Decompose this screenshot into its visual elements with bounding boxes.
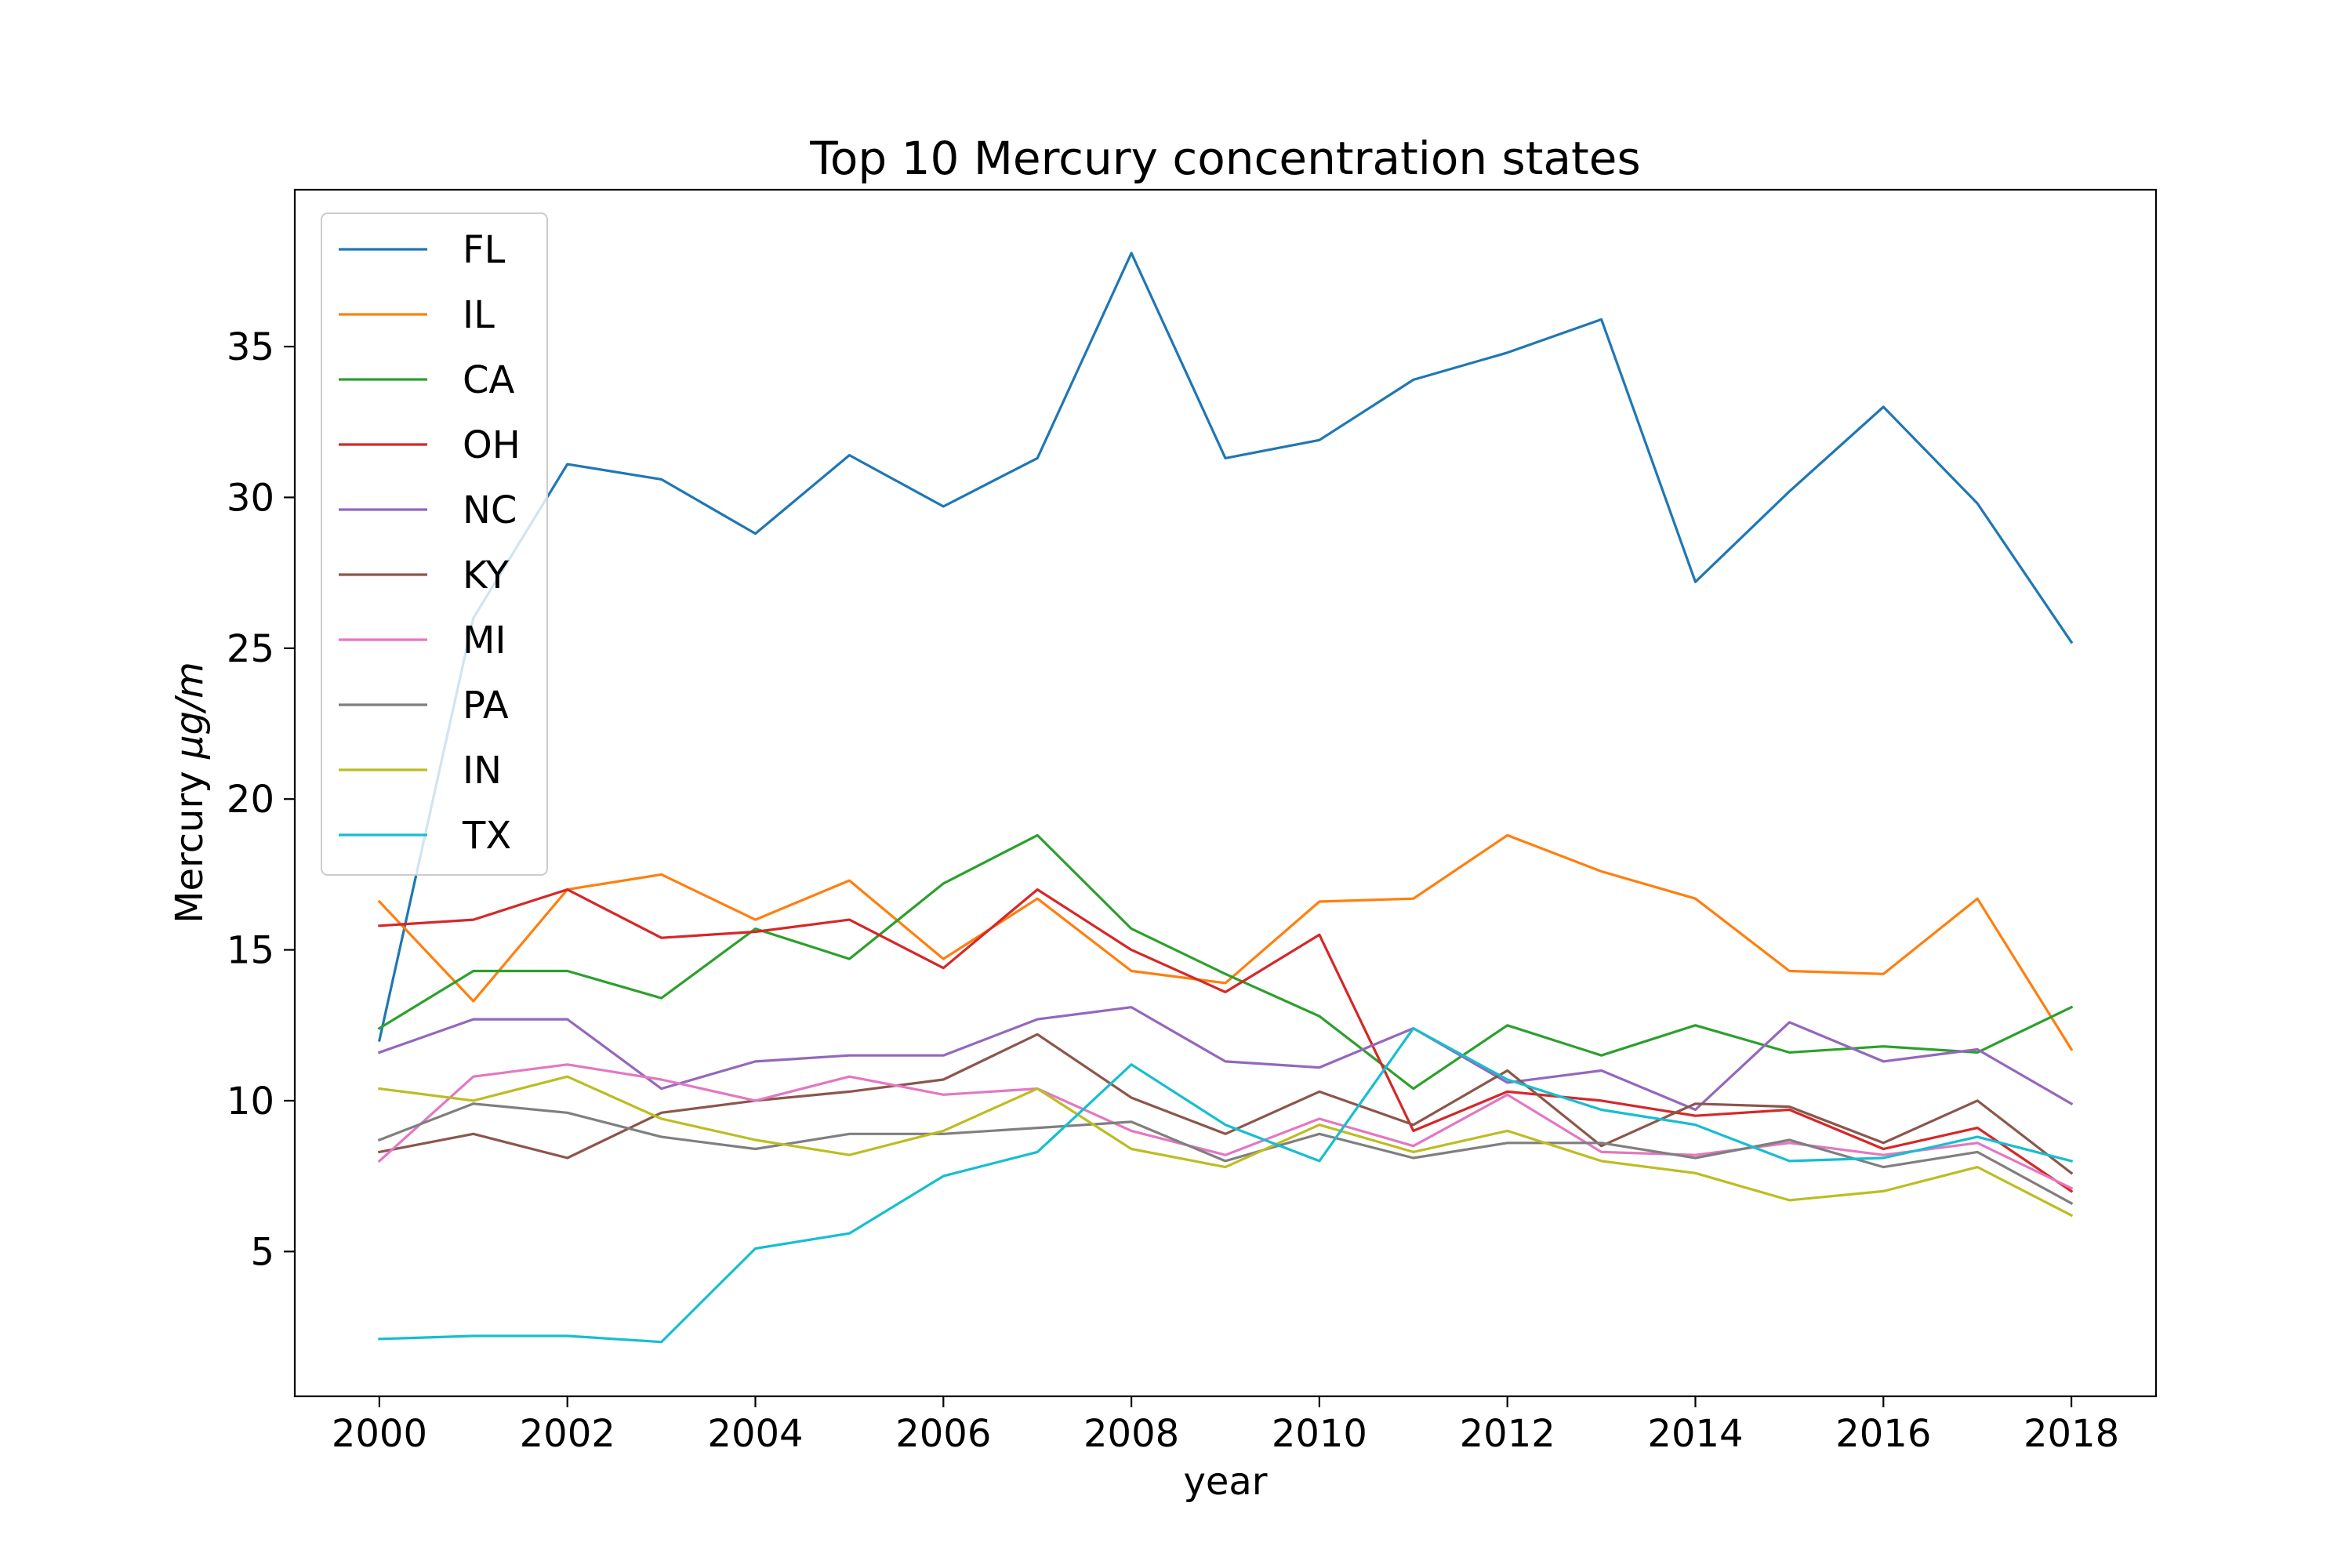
x-tick-label: 2012 — [1460, 1412, 1555, 1456]
x-axis-ticks: 2000 2002 2004 2006 2008 2010 2012 2014 2016 2018 — [332, 1396, 2119, 1456]
y-axis-ticks: 5 10 15 20 25 30 35 — [227, 325, 295, 1274]
x-tick-label: 2000 — [332, 1412, 427, 1456]
series-line-tx — [378, 1026, 2074, 1344]
legend-label-oh: OH — [463, 423, 521, 467]
chart-title: Top 10 Mercury concentration states — [809, 132, 1640, 185]
legend-label-pa: PA — [463, 684, 509, 728]
y-axis-label-unit: μg/m — [168, 662, 212, 760]
x-tick-label: 2010 — [1272, 1412, 1367, 1456]
series-line-oh — [378, 887, 2074, 1193]
legend-label-ca: CA — [463, 358, 515, 402]
x-tick-label: 2016 — [1835, 1412, 1931, 1456]
series-line-nc — [377, 1006, 2074, 1112]
legend-label-in: IN — [463, 749, 502, 793]
x-tick-label: 2004 — [707, 1412, 803, 1456]
legend: FL IL CA OH NC KY MI PA IN TX — [321, 212, 548, 876]
series-line-pa — [377, 1102, 2074, 1205]
y-axis-label: Mercury μg/m — [168, 662, 212, 924]
y-tick-label: 10 — [227, 1080, 274, 1123]
series-line-ky — [378, 1033, 2074, 1175]
series-line-ca — [377, 833, 2074, 1091]
legend-label-ky: KY — [463, 554, 510, 597]
x-tick-label: 2008 — [1083, 1412, 1179, 1456]
y-axis-label-prefix: Mercury — [168, 759, 212, 924]
y-tick-label: 20 — [227, 778, 274, 822]
series-line-fl — [377, 252, 2074, 1042]
series-line-mi — [377, 1063, 2074, 1190]
legend-label-mi: MI — [463, 619, 506, 662]
y-tick-label: 25 — [227, 627, 274, 671]
series-line-in — [378, 1075, 2074, 1218]
legend-box — [321, 212, 548, 876]
series-line-il — [377, 833, 2074, 1051]
legend-entries: FL IL CA OH NC KY MI PA IN TX — [339, 228, 521, 858]
legend-label-nc: NC — [463, 488, 517, 532]
x-tick-label: 2002 — [520, 1412, 615, 1456]
x-tick-label: 2018 — [2024, 1412, 2119, 1456]
legend-label-tx: TX — [462, 814, 511, 858]
x-tick-label: 2014 — [1647, 1412, 1743, 1456]
y-tick-label: 35 — [227, 325, 274, 369]
plot-area-frame — [293, 188, 2158, 1398]
x-tick-label: 2006 — [895, 1412, 991, 1456]
y-tick-label: 5 — [250, 1230, 274, 1274]
legend-label-il: IL — [463, 293, 495, 337]
y-tick-label: 30 — [227, 476, 274, 520]
legend-label-fl: FL — [463, 228, 506, 272]
x-axis-label: year — [1183, 1460, 1267, 1504]
y-tick-label: 15 — [227, 929, 274, 973]
series-lines — [377, 252, 2074, 1344]
